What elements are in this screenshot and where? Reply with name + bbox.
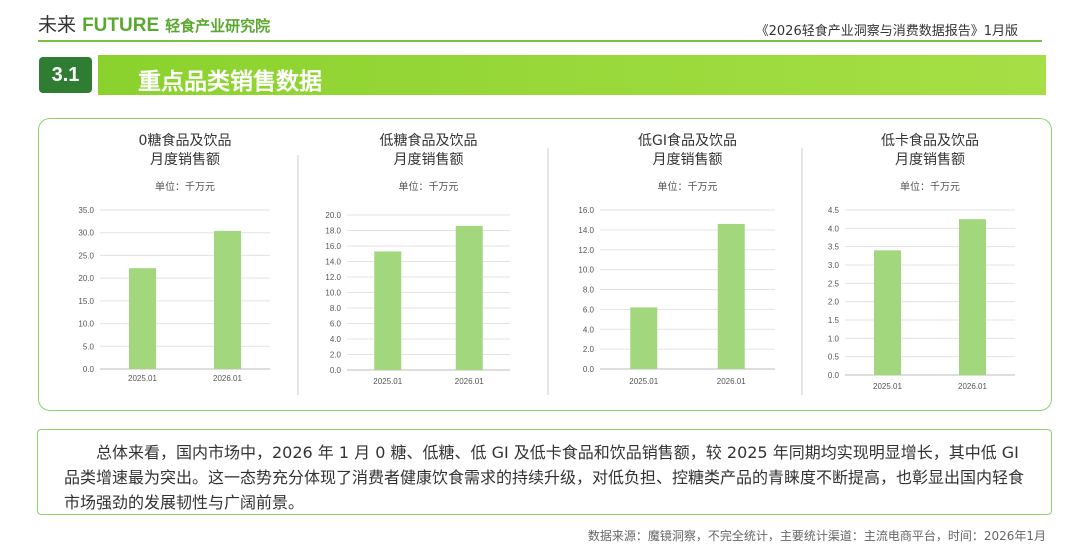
x-tick-label: 2026.01 bbox=[455, 377, 484, 386]
y-tick-label: 5.0 bbox=[83, 342, 95, 351]
y-tick-label: 2.0 bbox=[828, 298, 840, 307]
logo-en: FUTURE bbox=[82, 15, 160, 36]
bar bbox=[455, 225, 483, 370]
y-tick-label: 16.0 bbox=[578, 206, 594, 215]
y-tick-label: 20.0 bbox=[325, 211, 341, 220]
y-tick-label: 4.0 bbox=[330, 335, 342, 344]
bar bbox=[129, 268, 156, 369]
x-tick-label: 2025.01 bbox=[128, 374, 157, 383]
chart-subtitle: 月度销售额 bbox=[394, 152, 464, 168]
chart-unit: 单位：千万元 bbox=[900, 180, 960, 193]
y-tick-label: 20.0 bbox=[78, 274, 94, 283]
chart-low-calorie: 低卡食品及饮品 月度销售额单位：千万元 0.0 0.5 1.0 1.5 2.0 2.5 3.0 3… bbox=[810, 128, 1050, 403]
y-tick-label: 8.0 bbox=[583, 286, 595, 295]
section-title: 重点品类销售数据 bbox=[138, 69, 322, 95]
chart-unit: 单位：千万元 bbox=[658, 180, 718, 193]
y-tick-label: 1.0 bbox=[828, 334, 840, 343]
bar bbox=[630, 307, 658, 369]
summary-text: 总体来看，国内市场中，2026 年 1 月 0 糖、低糖、低 GI 及低卡食品和… bbox=[64, 443, 1025, 512]
y-tick-label: 0.5 bbox=[828, 353, 840, 362]
x-tick-label: 2026.01 bbox=[717, 377, 746, 386]
y-tick-label: 35.0 bbox=[78, 206, 94, 215]
y-tick-label: 10.0 bbox=[325, 289, 341, 298]
logo-cn: 未来 bbox=[38, 14, 77, 36]
x-tick-label: 2025.01 bbox=[373, 377, 402, 386]
bar bbox=[374, 251, 402, 370]
bar bbox=[214, 230, 241, 369]
section-number: 3.1 bbox=[39, 57, 92, 93]
y-tick-label: 4.5 bbox=[828, 206, 840, 215]
y-tick-label: 30.0 bbox=[78, 229, 94, 238]
logo-institute: 轻食产业研究院 bbox=[165, 17, 271, 35]
y-tick-label: 10.0 bbox=[78, 320, 94, 329]
y-tick-label: 2.5 bbox=[828, 279, 840, 288]
bar bbox=[959, 219, 986, 375]
bar bbox=[874, 250, 901, 375]
chart-subtitle: 月度销售额 bbox=[150, 152, 220, 168]
report-title: 《2026轻食产业洞察与消费数据报告》1月版 bbox=[755, 24, 1018, 39]
y-tick-label: 2.0 bbox=[330, 351, 342, 360]
chart-unit: 单位：千万元 bbox=[155, 180, 215, 193]
y-tick-label: 14.0 bbox=[578, 226, 594, 235]
y-tick-label: 16.0 bbox=[325, 242, 341, 251]
y-tick-label: 4.0 bbox=[583, 325, 595, 334]
y-tick-label: 18.0 bbox=[325, 227, 341, 236]
y-tick-label: 15.0 bbox=[78, 297, 94, 306]
chart-title: 低GI食品及饮品 bbox=[638, 132, 737, 149]
chart-unit: 单位：千万元 bbox=[399, 180, 459, 193]
chart-title: 低糖食品及饮品 bbox=[380, 132, 478, 149]
y-tick-label: 4.0 bbox=[828, 224, 840, 233]
x-tick-label: 2025.01 bbox=[629, 377, 658, 386]
charts-panel bbox=[38, 118, 1052, 411]
bar bbox=[717, 223, 745, 369]
y-tick-label: 25.0 bbox=[78, 251, 94, 260]
chart-low-gi: 低GI食品及饮品 月度销售额单位：千万元 0.0 2.0 4.0 6.0 8.0 10.0 12… bbox=[560, 128, 800, 403]
y-tick-label: 0.0 bbox=[828, 371, 840, 380]
chart-title: 低卡食品及饮品 bbox=[881, 132, 979, 149]
y-tick-label: 8.0 bbox=[330, 304, 342, 313]
brand-logo: 未来 FUTURE 轻食产业研究院 bbox=[38, 10, 270, 37]
y-tick-label: 2.0 bbox=[583, 345, 595, 354]
x-tick-label: 2026.01 bbox=[213, 374, 242, 383]
section-title-bar bbox=[98, 55, 1046, 95]
y-tick-label: 0.0 bbox=[330, 366, 342, 375]
y-tick-label: 3.5 bbox=[828, 243, 840, 252]
y-tick-label: 6.0 bbox=[330, 320, 342, 329]
summary-panel bbox=[37, 429, 1052, 515]
x-tick-label: 2026.01 bbox=[958, 382, 987, 391]
y-tick-label: 14.0 bbox=[325, 258, 341, 267]
y-tick-label: 6.0 bbox=[583, 305, 595, 314]
y-tick-label: 12.0 bbox=[578, 246, 594, 255]
chart-subtitle: 月度销售额 bbox=[895, 152, 965, 168]
y-tick-label: 10.0 bbox=[578, 266, 594, 275]
y-tick-label: 3.0 bbox=[828, 261, 840, 270]
header-divider bbox=[38, 40, 1042, 42]
y-tick-label: 0.0 bbox=[583, 365, 595, 374]
data-source-note: 数据来源：魔镜洞察，不完全统计，主要统计渠道：主流电商平台，时间：2026年1月 bbox=[587, 529, 1046, 543]
chart-title: 0糖食品及饮品 bbox=[139, 132, 232, 149]
chart-subtitle: 月度销售额 bbox=[653, 152, 723, 168]
y-tick-label: 0.0 bbox=[83, 365, 95, 374]
x-tick-label: 2025.01 bbox=[873, 382, 902, 391]
y-tick-label: 1.5 bbox=[828, 316, 840, 325]
y-tick-label: 12.0 bbox=[325, 273, 341, 282]
chart-zero-sugar: 0糖食品及饮品 月度销售额单位：千万元 0.0 5.0 10.0 15.0 20.0 25.0… bbox=[60, 128, 300, 403]
chart-low-sugar: 低糖食品及饮品 月度销售额单位：千万元 0.0 2.0 4.0 6.0 8.0 10.0 12.… bbox=[305, 128, 545, 403]
